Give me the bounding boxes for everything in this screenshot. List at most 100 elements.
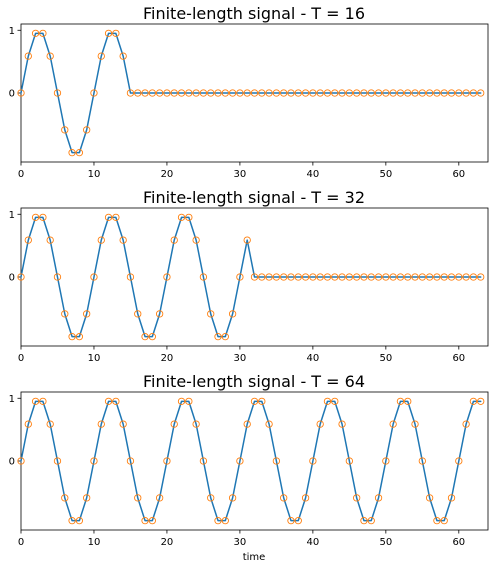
panel-2-sample-marker (367, 273, 375, 281)
panel-3-sample-marker (287, 517, 295, 525)
panel-2-sample-marker (24, 236, 32, 244)
panel-1-sample-marker (53, 89, 62, 97)
panel-1-sample-marker (126, 89, 135, 97)
panel-2-sample-marker (331, 273, 339, 281)
panel-2-sample-marker (301, 273, 310, 281)
panel-3-sample-marker (367, 517, 375, 525)
panel-1-xtick-label: 40 (307, 169, 320, 180)
panel-3-sample-marker (17, 457, 25, 465)
panel-2-ytick-label: 0 (9, 273, 15, 284)
panel-3-sample-marker (469, 397, 478, 405)
panel-3-sample-marker (345, 457, 354, 465)
panel-2-sample-marker (83, 310, 91, 318)
panel-3-sample-marker (404, 397, 412, 405)
panel-1-sample-marker (214, 89, 222, 97)
panel-3-sample-marker (112, 397, 120, 405)
panel-2-sample-marker (97, 236, 105, 244)
panel-3-xtick-label: 0 (18, 537, 24, 548)
panel-1-sample-marker (24, 52, 32, 60)
panel-2-sample-marker (294, 273, 302, 281)
panel-3-sample-marker (411, 420, 419, 428)
panel-3-sample-marker (126, 457, 135, 465)
panel-2-sample-marker (112, 213, 120, 222)
panel-1-sample-marker (97, 52, 105, 60)
panel-1-sample-marker (75, 148, 84, 157)
panel-1-sample-marker (404, 89, 412, 97)
panel-3-sample-marker (214, 517, 222, 525)
panel-3-xtick-label: 10 (88, 537, 101, 548)
panel-3-sample-marker (389, 420, 397, 428)
panel-1-sample-marker (90, 89, 98, 97)
panel-2-sample-marker (374, 273, 383, 281)
panel-2-sample-marker (90, 273, 98, 281)
panel-3-ytick-label: 0 (9, 457, 15, 468)
panel-1-xtick-label: 30 (234, 169, 247, 180)
panel-2-xtick-label: 20 (161, 353, 174, 364)
panel-1-sample-marker (301, 89, 310, 97)
panel-2-sample-marker (404, 273, 412, 281)
panel-2-sample-marker (163, 273, 171, 281)
panel-2-sample-marker (455, 273, 463, 281)
panel-3-sample-marker (61, 494, 69, 502)
panel-1-sample-marker (112, 29, 120, 37)
panel-3-sample-marker (207, 494, 215, 502)
panel-3-sample-marker (462, 420, 470, 428)
panel-2-sample-marker (199, 273, 208, 281)
panel-3-sample-marker (148, 517, 156, 525)
panel-1-sample-marker (228, 89, 237, 97)
panel-3-sample-marker (31, 397, 40, 405)
panel-1-sample-marker (199, 89, 208, 97)
panel-3-sample-marker (163, 457, 171, 465)
panel-2-sample-marker (309, 273, 317, 281)
panel-3: Finite-length signal - T = 64 0 10 20 30 40 5… (9, 372, 489, 563)
panel-2-sample-marker (46, 236, 54, 244)
panel-1: Finite-length signal - T = 16 0 10 20 30 40 5… (9, 4, 489, 180)
panel-3-sample-marker (360, 517, 368, 525)
panel-2-sample-marker (207, 310, 215, 318)
panel-3-sample-marker (228, 494, 237, 502)
panel-2-sample-marker (17, 273, 25, 281)
panel-1-sample-marker (134, 89, 142, 97)
panel-2-sample-marker (447, 273, 456, 281)
panel-1-sample-marker (236, 89, 244, 97)
panel-2-sample-marker (126, 273, 135, 281)
panel-3-sample-marker (119, 420, 127, 428)
panel-2-sample-marker (134, 310, 142, 318)
panel-3-sample-marker (75, 517, 84, 525)
panel-1-sample-marker (170, 89, 178, 97)
panel-3-plot: 0 10 20 30 40 50 60 0 1 (9, 391, 489, 548)
panel-1-sample-marker (177, 89, 186, 97)
panel-3-xtick-label: 50 (379, 537, 392, 548)
panel-1-sample-marker (155, 89, 164, 97)
panel-2-sample-marker (214, 332, 222, 341)
panel-1-sample-marker (119, 52, 127, 60)
panel-2-sample-marker (287, 273, 295, 281)
panel-1-sample-marker (39, 29, 47, 37)
panel-3-sample-marker (185, 397, 193, 405)
panel-2-xtick-label: 0 (18, 353, 24, 364)
panel-3-sample-marker (97, 420, 105, 428)
panel-2-sample-marker (469, 273, 478, 281)
panel-2-sample-marker (177, 213, 186, 222)
panel-3-sample-marker (425, 494, 434, 502)
panel-1-sample-marker (141, 89, 149, 97)
panel-1-sample-marker (309, 89, 317, 97)
panel-3-sample-marker (447, 494, 456, 502)
panel-3-sample-marker (455, 457, 463, 465)
panel-3-xtick-label: 20 (161, 537, 174, 548)
panel-3-ytick-label: 1 (9, 394, 15, 405)
panel-1-sample-marker (389, 89, 397, 97)
panel-2-sample-marker (433, 273, 441, 281)
panel-2-sample-marker (272, 273, 281, 281)
panel-3-sample-marker (309, 457, 317, 465)
panel-1-sample-marker (280, 89, 288, 97)
panel-3-sample-marker (141, 517, 149, 525)
panel-1-sample-marker (360, 89, 368, 97)
panel-3-xtick-label: 60 (452, 537, 465, 548)
panel-2-sample-marker (141, 332, 149, 341)
panel-2-sample-marker (243, 236, 251, 244)
panel-3-sample-marker (294, 517, 302, 525)
panel-2-sample-marker (440, 273, 448, 281)
panel-3-sample-marker (170, 420, 178, 428)
panel-1-sample-marker (433, 89, 441, 97)
